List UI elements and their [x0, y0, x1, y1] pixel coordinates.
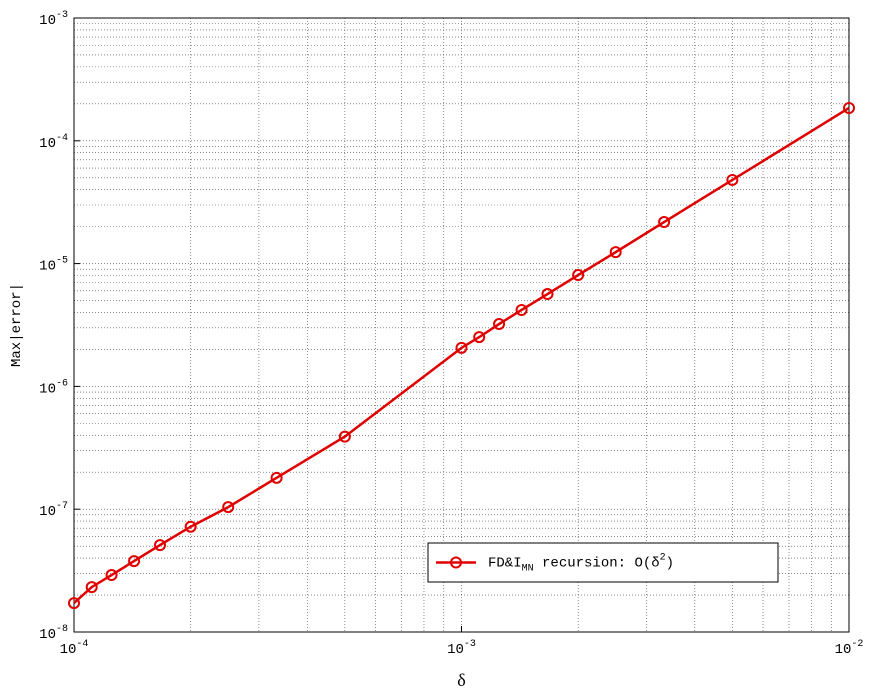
x-axis-label: δ	[457, 670, 465, 690]
y-axis-label: Max|error|	[9, 283, 25, 367]
background	[0, 0, 872, 693]
chart: 10-410-310-210-810-710-610-510-410-3δMax…	[0, 0, 872, 693]
